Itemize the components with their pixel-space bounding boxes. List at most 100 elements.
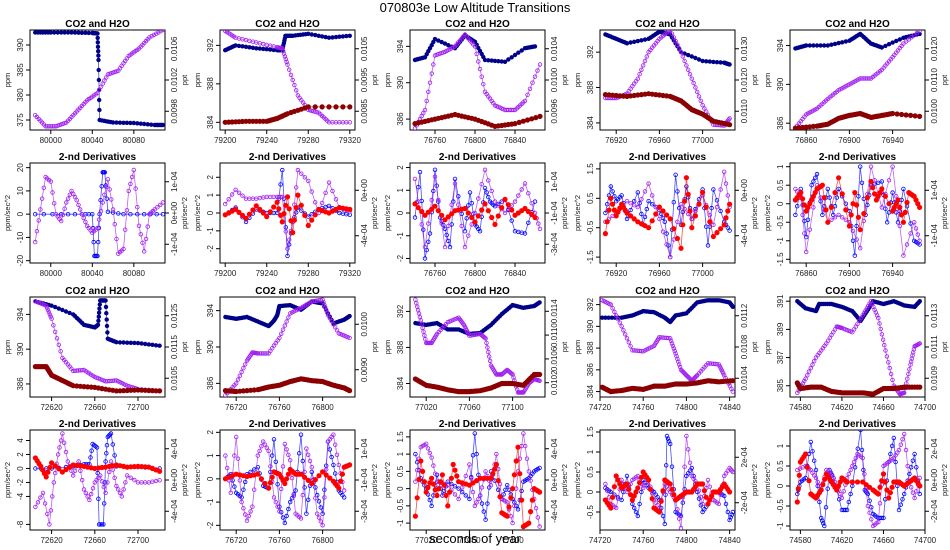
point-co2 [60, 307, 65, 313]
y2-tick-label: 0e+00 [360, 178, 369, 201]
point-co2 [730, 509, 735, 515]
point-third [305, 477, 311, 483]
point-h2o [612, 309, 617, 315]
point-h2o [913, 226, 919, 231]
point-h2o [324, 310, 330, 315]
y-axis-label: ppm [383, 340, 392, 355]
point-h2o [48, 179, 53, 184]
y2-axis-label: ppt/sec^2 [370, 197, 379, 229]
point-h2o [484, 340, 489, 346]
point-h2o [906, 37, 911, 42]
point-h2o [50, 494, 55, 499]
y2-tick-label: -3e-04 [550, 232, 559, 256]
point-co2 [285, 253, 290, 259]
point-third [274, 199, 280, 205]
point-co2 [427, 231, 433, 236]
point-third [443, 492, 449, 499]
point-h2o [160, 200, 165, 205]
point-h2o [696, 94, 702, 99]
point-co2 [914, 465, 919, 470]
point-co2 [104, 311, 109, 316]
point-h2o [682, 464, 687, 469]
y-tick-label: 10 [16, 186, 25, 195]
point-h2o [283, 57, 288, 62]
y2-tick-label: 1e-04 [360, 438, 369, 459]
point-h2o [124, 473, 130, 478]
point-h2o [684, 63, 689, 68]
y-tick-label: 0.5 [776, 179, 785, 191]
point-third [917, 384, 923, 390]
point-third [680, 222, 686, 228]
y-tick-label: 0.5 [586, 192, 595, 204]
point-third [497, 494, 503, 500]
point-h2o [496, 203, 501, 208]
x-tick-label: 76840 [504, 136, 527, 145]
point-third [470, 480, 476, 486]
point-h2o [642, 58, 648, 64]
y-axis-label: ppm/sec^2 [763, 195, 772, 231]
point-co2 [242, 479, 248, 485]
point-co2 [320, 511, 325, 516]
point-h2o [677, 46, 682, 51]
panel-1-4: 2-nd Derivatives 76860 76900 76940 -1.5 -1 -0.… [763, 152, 949, 278]
point-h2o [483, 336, 488, 341]
point-co2 [117, 120, 123, 125]
point-h2o [425, 446, 431, 451]
series-line-co2 [795, 166, 920, 256]
x-tick-label: 74840 [718, 403, 741, 412]
point-third [59, 469, 66, 475]
point-third [798, 190, 804, 196]
point-h2o [911, 347, 917, 352]
y2-axis-label: ppt [180, 341, 189, 352]
point-h2o [851, 459, 857, 465]
point-h2o [905, 463, 910, 469]
point-co2 [633, 509, 639, 515]
point-co2 [56, 306, 61, 311]
panel-0-2: CO2 and H2O 76760 76800 76840 386 390 394 0.009… [383, 19, 569, 145]
point-third [493, 461, 499, 468]
point-h2o [876, 315, 881, 321]
point-h2o [36, 218, 41, 223]
y-tick-label: 1 [206, 453, 215, 458]
point-co2 [95, 322, 101, 327]
point-h2o [248, 509, 253, 514]
point-h2o [915, 232, 920, 237]
y-tick-label: 384 [206, 115, 215, 129]
point-h2o [237, 478, 242, 483]
y2-tick-label: 0.0113 [930, 303, 939, 327]
series-layer [412, 431, 543, 530]
point-h2o [102, 192, 107, 197]
series-layer [222, 167, 353, 259]
y-tick-label: 388 [396, 340, 405, 354]
point-co2 [624, 473, 630, 479]
point-third [886, 495, 892, 501]
point-h2o [700, 102, 705, 108]
y-axis-label: ppm/sec^2 [383, 195, 392, 231]
point-co2 [477, 228, 483, 234]
point-co2 [821, 521, 826, 526]
y2-tick-label: -2e-04 [740, 491, 749, 515]
point-h2o [808, 365, 813, 371]
point-co2 [304, 511, 309, 516]
point-co2 [639, 489, 644, 495]
y-tick-label: 388 [586, 80, 595, 94]
point-third [525, 208, 531, 215]
point-third [423, 489, 429, 495]
point-third [895, 197, 901, 203]
point-h2o [479, 74, 484, 79]
point-co2 [467, 496, 472, 502]
point-co2 [635, 190, 640, 195]
point-co2 [664, 433, 670, 439]
point-h2o [237, 373, 242, 378]
point-co2 [879, 179, 884, 184]
point-third [821, 195, 827, 201]
point-co2 [612, 194, 617, 199]
point-third [414, 495, 420, 501]
point-co2 [628, 40, 633, 45]
point-h2o [412, 176, 418, 182]
y2-axis-label: ppt [940, 74, 949, 85]
point-third [472, 219, 478, 225]
point-h2o [533, 506, 539, 511]
point-co2 [117, 340, 123, 345]
point-third [439, 212, 445, 218]
